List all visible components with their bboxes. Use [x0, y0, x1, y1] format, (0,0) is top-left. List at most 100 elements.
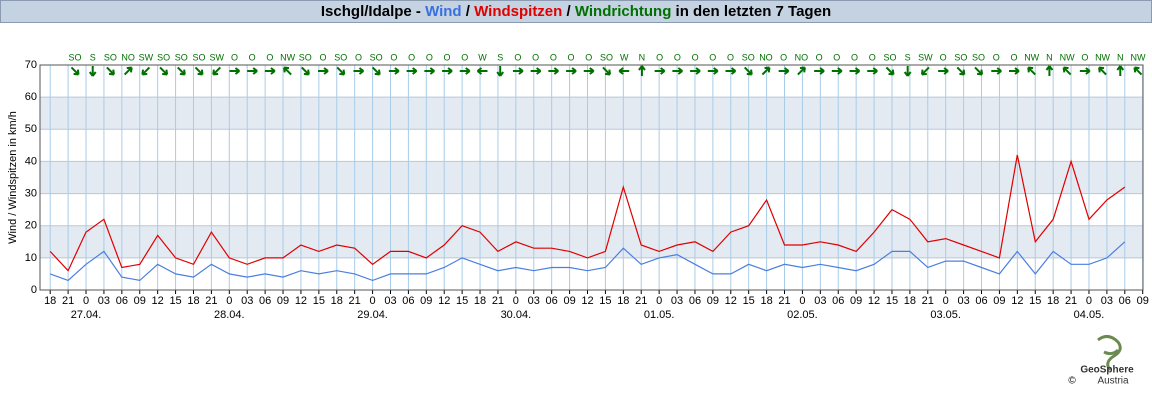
direction-arrow: [1027, 66, 1036, 76]
direction-arrow: [229, 67, 241, 75]
direction-label: O: [869, 52, 876, 62]
x-tick-label: 18: [187, 295, 199, 307]
direction-arrow: [212, 66, 221, 76]
direction-label: O: [444, 52, 451, 62]
x-tick-label: 03: [241, 295, 253, 307]
direction-label: W: [620, 52, 629, 62]
direction-label: SO: [600, 52, 613, 62]
direction-arrow: [371, 66, 381, 76]
x-tick-label: 12: [868, 295, 880, 307]
title-part: Wind: [425, 3, 462, 20]
direction-arrow: [761, 66, 771, 76]
direction-arrow: [424, 67, 435, 75]
direction-label: O: [408, 52, 415, 62]
x-tick-label: 03: [814, 295, 826, 307]
x-tick-label: 15: [886, 295, 898, 307]
direction-label: N: [1117, 52, 1124, 62]
direction-arrow: [301, 66, 310, 76]
x-tick-label: 15: [1029, 295, 1041, 307]
direction-label: SW: [918, 52, 933, 62]
direction-label: O: [568, 52, 575, 62]
direction-arrow: [849, 67, 861, 75]
direction-arrow: [194, 66, 204, 76]
x-tick-label: 15: [456, 295, 468, 307]
title-part: Ischgl/Idalpe -: [321, 3, 425, 20]
grid-band: [40, 161, 1143, 194]
direction-arrow: [867, 67, 878, 75]
x-tick-label: 12: [295, 295, 307, 307]
direction-label: SO: [742, 52, 755, 62]
direction-label: O: [532, 52, 539, 62]
y-tick-label: 20: [25, 220, 37, 232]
direction-label: O: [833, 52, 840, 62]
direction-label: NO: [759, 52, 773, 62]
title-part: /: [562, 3, 575, 20]
direction-label: O: [231, 52, 238, 62]
direction-arrow: [388, 67, 400, 75]
x-tick-label: 03: [98, 295, 110, 307]
direction-arrow: [406, 67, 418, 75]
direction-label: O: [550, 52, 557, 62]
direction-arrow: [1062, 66, 1072, 76]
x-tick-label: 12: [438, 295, 450, 307]
x-tick-label: 18: [474, 295, 486, 307]
x-tick-label: 03: [957, 295, 969, 307]
direction-label: O: [320, 52, 327, 62]
direction-label: O: [1010, 52, 1017, 62]
direction-label: O: [1081, 52, 1088, 62]
x-tick-label: 03: [528, 295, 540, 307]
x-tick-label: 09: [850, 295, 862, 307]
x-tick-label: 21: [205, 295, 217, 307]
date-label: 03.05.: [930, 309, 961, 321]
x-tick-label: 0: [656, 295, 662, 307]
direction-label: SO: [370, 52, 383, 62]
direction-arrow: [264, 67, 276, 75]
date-label: 02.05.: [787, 309, 818, 321]
y-tick-label: 50: [25, 123, 37, 135]
plot-frame: [39, 64, 1144, 291]
direction-label: SO: [972, 52, 985, 62]
direction-label: O: [780, 52, 787, 62]
x-tick-label: 0: [1086, 295, 1092, 307]
direction-label: O: [851, 52, 858, 62]
x-tick-label: 18: [904, 295, 916, 307]
direction-label: S: [497, 52, 503, 62]
direction-label: O: [940, 52, 947, 62]
direction-arrow: [512, 67, 524, 75]
x-tick-label: 15: [313, 295, 325, 307]
y-tick-label: 10: [25, 252, 37, 264]
x-tick-label: 03: [1101, 295, 1113, 307]
direction-label: W: [478, 52, 487, 62]
direction-label: O: [674, 52, 681, 62]
direction-arrow: [991, 67, 1002, 75]
y-tick-label: 70: [25, 59, 37, 71]
direction-label: SO: [334, 52, 347, 62]
x-tick-label: 0: [370, 295, 376, 307]
direction-label: S: [905, 52, 911, 62]
direction-arrow: [88, 66, 97, 77]
x-tick-label: 06: [259, 295, 271, 307]
x-tick-label: 09: [134, 295, 146, 307]
x-tick-label: 0: [226, 295, 232, 307]
date-label: 04.05.: [1074, 309, 1105, 321]
logo-mark: [1097, 335, 1122, 371]
direction-label: N: [639, 52, 646, 62]
direction-label: SO: [299, 52, 312, 62]
grid-band: [40, 97, 1143, 130]
direction-arrow: [336, 66, 346, 76]
y-tick-label: 40: [25, 155, 37, 167]
direction-label: O: [390, 52, 397, 62]
direction-label: NO: [121, 52, 135, 62]
x-tick-label: 06: [116, 295, 128, 307]
direction-arrow: [353, 67, 365, 75]
chart-title: Ischgl/Idalpe - Wind / Windspitzen / Win…: [321, 3, 831, 20]
direction-arrow: [566, 67, 577, 75]
direction-label: O: [585, 52, 592, 62]
x-tick-label: 06: [689, 295, 701, 307]
x-tick-label: 09: [707, 295, 719, 307]
y-tick-label: 0: [31, 284, 37, 296]
logo-name: GeoSphere: [1080, 365, 1134, 376]
x-tick-label: 21: [778, 295, 790, 307]
direction-label: O: [656, 52, 663, 62]
